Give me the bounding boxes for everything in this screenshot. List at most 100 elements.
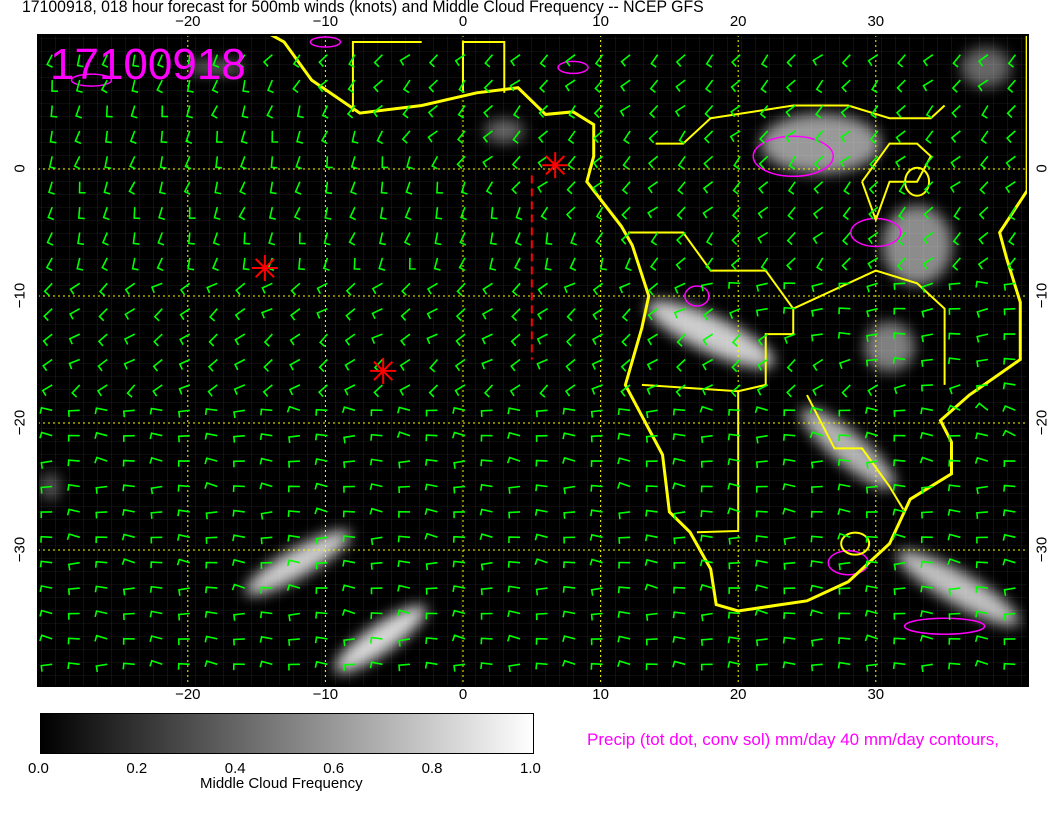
wind-barb bbox=[730, 104, 741, 118]
wind-barb bbox=[622, 155, 631, 170]
wind-barb bbox=[728, 408, 741, 416]
wind-barb bbox=[243, 232, 251, 245]
wind-barb bbox=[287, 559, 301, 567]
wind-barb bbox=[68, 358, 81, 370]
wind-barb bbox=[45, 257, 53, 272]
wind-barb bbox=[234, 333, 246, 346]
wind-barb bbox=[39, 634, 53, 642]
wind-barb bbox=[316, 307, 328, 319]
wind-barb bbox=[897, 206, 906, 221]
wind-barb bbox=[893, 332, 906, 340]
wind-barb bbox=[897, 231, 906, 246]
wind-barb bbox=[179, 282, 191, 296]
wind-barb bbox=[650, 54, 659, 68]
wind-barb bbox=[700, 534, 713, 542]
wind-barb bbox=[617, 660, 631, 668]
wind-barb bbox=[1003, 587, 1016, 596]
wind-barb bbox=[66, 508, 80, 516]
wind-barb bbox=[104, 156, 112, 170]
wind-barb bbox=[343, 485, 355, 493]
wind-barb bbox=[207, 358, 218, 372]
wind-barb bbox=[349, 181, 357, 195]
wind-barb bbox=[204, 457, 218, 465]
wind-barb bbox=[341, 608, 356, 616]
wind-barb bbox=[1003, 357, 1016, 365]
wind-barb bbox=[731, 358, 741, 373]
wind-barb bbox=[731, 231, 741, 246]
wind-barb bbox=[757, 333, 769, 346]
wind-barb bbox=[727, 636, 741, 644]
wind-barb bbox=[727, 507, 741, 515]
wind-barb bbox=[325, 156, 333, 169]
wind-barb bbox=[259, 482, 273, 490]
wind-barb bbox=[703, 155, 714, 169]
wind-barb bbox=[948, 434, 961, 442]
wind-barb bbox=[672, 408, 686, 416]
wind-barb bbox=[702, 308, 714, 321]
wind-barb bbox=[188, 207, 196, 220]
wind-barb bbox=[1003, 638, 1016, 646]
wind-barb bbox=[150, 561, 163, 569]
wind-barb bbox=[700, 638, 713, 646]
wind-barb bbox=[74, 130, 82, 145]
wind-barb bbox=[704, 79, 714, 94]
wind-barb bbox=[672, 482, 686, 490]
wind-barb bbox=[564, 79, 576, 92]
wind-barb bbox=[535, 637, 548, 645]
wind-barb bbox=[896, 257, 906, 271]
wind-barb bbox=[754, 406, 768, 414]
wind-barb bbox=[919, 610, 934, 618]
wind-barb bbox=[838, 307, 851, 315]
wind-barb bbox=[590, 484, 603, 492]
wind-barb bbox=[545, 232, 553, 245]
wind-barb bbox=[673, 561, 686, 569]
wind-barb bbox=[204, 481, 218, 489]
wind-barb bbox=[758, 181, 769, 194]
wind-barb bbox=[842, 206, 851, 221]
wind-barb bbox=[268, 206, 276, 220]
wind-barb bbox=[893, 459, 906, 467]
wind-barb bbox=[782, 433, 796, 441]
wind-barb bbox=[864, 609, 879, 617]
bottom-lon-tick: −20 bbox=[175, 686, 201, 703]
wind-barb bbox=[425, 561, 438, 571]
wind-barb bbox=[1002, 533, 1016, 541]
wind-barb bbox=[672, 457, 686, 465]
wind-barb bbox=[564, 384, 576, 397]
wind-barb bbox=[128, 181, 136, 195]
wind-barb bbox=[425, 637, 438, 644]
wind-barb bbox=[509, 79, 521, 92]
wind-barb bbox=[129, 130, 137, 145]
wind-barb bbox=[981, 105, 989, 119]
wind-barb bbox=[153, 308, 163, 322]
wind-barb bbox=[535, 612, 548, 621]
wind-barb bbox=[570, 232, 578, 246]
wind-barb bbox=[787, 181, 796, 195]
wind-barb bbox=[507, 634, 521, 642]
wind-barb bbox=[287, 485, 300, 493]
wind-barb bbox=[617, 432, 631, 440]
wind-barb bbox=[539, 54, 549, 68]
wind-barb bbox=[645, 485, 658, 492]
wind-barb bbox=[786, 257, 796, 271]
wind-barb bbox=[756, 282, 768, 292]
wind-barb bbox=[51, 80, 59, 93]
wind-barb bbox=[206, 282, 218, 294]
wind-barb bbox=[925, 105, 934, 119]
wind-barb bbox=[1003, 460, 1016, 467]
wind-barb bbox=[921, 663, 933, 673]
wind-barb bbox=[921, 307, 934, 318]
wind-barb bbox=[318, 358, 328, 373]
wind-barb bbox=[508, 663, 521, 673]
wind-barb bbox=[675, 257, 686, 270]
wind-barb bbox=[759, 104, 769, 119]
wind-barb bbox=[537, 181, 548, 193]
wind-barb bbox=[508, 485, 521, 494]
wind-barb bbox=[149, 635, 163, 643]
wind-barb bbox=[122, 662, 135, 670]
wind-barb bbox=[865, 663, 878, 672]
wind-barb bbox=[158, 181, 166, 195]
wind-barb bbox=[39, 431, 53, 439]
wind-barb bbox=[729, 130, 741, 143]
wind-barb bbox=[1002, 429, 1016, 437]
